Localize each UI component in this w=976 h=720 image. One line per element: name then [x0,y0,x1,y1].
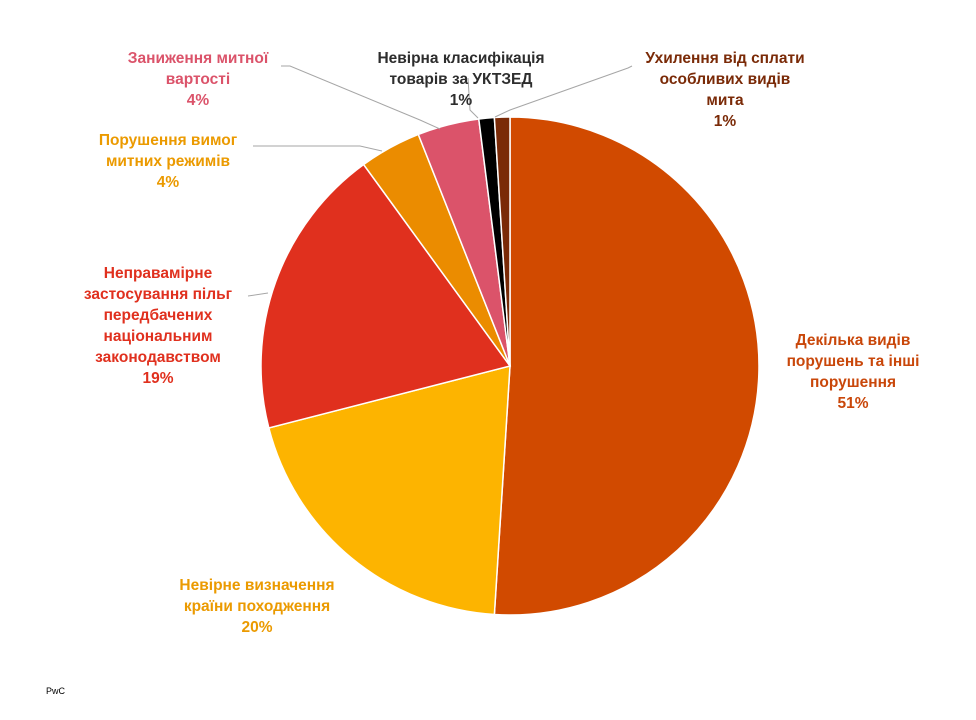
pie-slices [260,116,760,616]
leader-line-4 [281,65,441,130]
slice-label-3: Порушення вимог митних режимів 4% [18,130,318,193]
slice-percent-label: 51% [837,395,869,412]
slice-label-line: мита [706,92,744,109]
slice-label-line: особливих видів [659,71,791,88]
leader-line-3 [253,145,383,152]
slice-label-line: національним [103,328,213,345]
pie-slice-2 [260,163,512,429]
slice-label-line: передбачених [103,307,213,324]
slice-label-line: Заниження митної [127,50,269,67]
slice-label-2: Неправамірне застосування пільг передбачен… [8,263,308,389]
slice-label-5: Невірна класифікація товарів за УКТЗЕД 1% [311,48,611,111]
slice-label-line: Декілька видів [795,332,911,349]
slice-label-line: митних режимів [105,153,231,170]
slice-label-line: країни походження [183,598,331,615]
slice-label-line: Порушення вимог [98,132,238,149]
slice-label-line: Ухилення від сплати [645,50,805,67]
pie-slice-6 [493,116,511,367]
slice-label-4: Заниження митної вартості 4% [48,48,348,111]
pie-slice-1 [267,365,511,616]
slice-label-line: законодавством [95,349,221,366]
slice-label-line: порушення [809,374,897,391]
slice-percent-label: 4% [156,174,180,191]
slice-label-line: Невірна класифікація [377,50,545,67]
source-footer: PwC [46,686,66,696]
slice-label-1: Невірне визначення країни походження 20% [107,575,407,638]
leader-line-5 [467,77,479,119]
slice-percent-label: 1% [713,113,737,130]
slice-label-line: вартості [165,71,231,88]
slice-label-line: Неправамірне [103,265,213,282]
slice-label-line: порушень та інші [786,353,920,370]
leader-line-2 [247,292,269,297]
leader-lines [247,65,633,297]
slice-label-6: Ухилення від сплати особливих видів мита 1% [575,48,875,132]
slice-percent-label: 20% [241,619,273,636]
pie-slice-0 [493,116,760,616]
slice-percent-label: 1% [449,92,473,109]
slice-percent-label: 4% [186,92,210,109]
slice-label-line: Невірне визначення [179,577,335,594]
slice-label-0: Декілька видів порушень та інші порушення 5… [703,330,976,414]
slice-label-line: застосування пільг [83,286,233,303]
slice-label-line: товарів за УКТЗЕД [389,71,533,88]
leader-line-6 [494,65,633,118]
slice-percent-label: 19% [142,370,174,387]
